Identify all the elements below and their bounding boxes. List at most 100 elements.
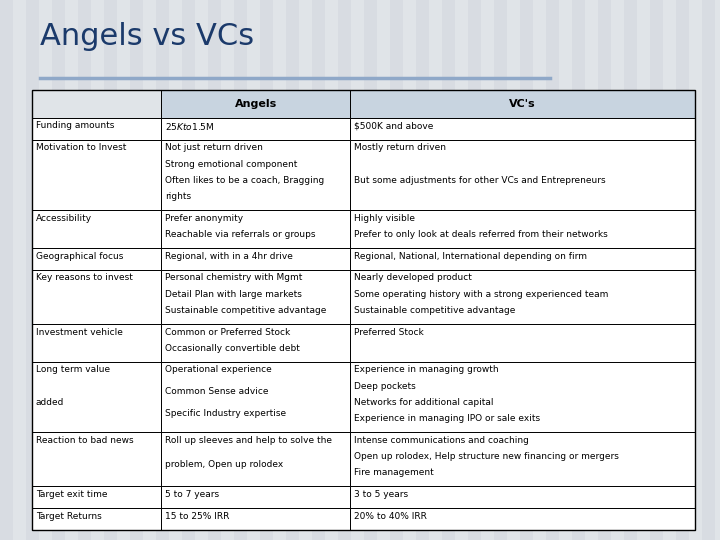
Bar [494,0,507,540]
Bar [32,362,161,432]
Bar [161,432,350,487]
Text: Fire management: Fire management [354,468,434,477]
Bar [104,0,117,540]
Text: Roll up sleeves and help to solve the: Roll up sleeves and help to solve the [166,436,333,445]
Text: Funding amounts: Funding amounts [36,122,114,131]
Text: Intense communications and coaching: Intense communications and coaching [354,436,529,445]
Bar [350,432,695,487]
Bar [350,210,695,248]
Bar [468,0,481,540]
Text: Motivation to Invest: Motivation to Invest [36,143,127,152]
Bar [161,270,350,324]
Bar [234,0,247,540]
Bar [702,0,715,540]
Bar [130,0,143,540]
Text: Highly visible: Highly visible [354,214,415,222]
Bar [442,0,455,540]
Text: Open up rolodex, Help structure new financing or mergers: Open up rolodex, Help structure new fina… [354,452,619,461]
Text: Common Sense advice: Common Sense advice [166,387,269,396]
Bar [364,0,377,540]
Bar [650,0,663,540]
Text: Key reasons to invest: Key reasons to invest [36,273,133,282]
Bar [350,508,695,530]
Text: Nearly developed product: Nearly developed product [354,273,472,282]
Bar [0,0,13,540]
Bar [32,270,161,324]
Text: Occasionally convertible debt: Occasionally convertible debt [166,344,300,353]
Bar [338,0,351,540]
Text: Networks for additional capital: Networks for additional capital [354,398,494,407]
Bar [161,90,350,118]
Bar [350,324,695,362]
Text: Preferred Stock: Preferred Stock [354,327,424,336]
Text: added: added [36,398,64,407]
Bar [182,0,195,540]
Text: rights: rights [166,192,192,201]
Text: Common or Preferred Stock: Common or Preferred Stock [166,327,291,336]
Text: 20% to 40% IRR: 20% to 40% IRR [354,512,427,521]
Text: 5 to 7 years: 5 to 7 years [166,490,220,499]
Text: Target exit time: Target exit time [36,490,107,499]
Text: $500K and above: $500K and above [354,122,433,131]
Bar [161,487,350,508]
Bar [161,140,350,210]
Text: Angels vs VCs: Angels vs VCs [40,22,254,51]
Text: Regional, with in a 4hr drive: Regional, with in a 4hr drive [166,252,293,261]
Bar [32,248,161,270]
Bar [350,140,695,210]
Bar [32,432,161,487]
Text: Experience in managing IPO or sale exits: Experience in managing IPO or sale exits [354,414,541,423]
Bar [32,487,161,508]
Text: Prefer to only look at deals referred from their networks: Prefer to only look at deals referred fr… [354,230,608,239]
Text: But some adjustments for other VCs and Entrepreneurs: But some adjustments for other VCs and E… [354,176,606,185]
Bar [161,248,350,270]
Bar [416,0,429,540]
Bar [350,90,695,118]
Text: Reachable via referrals or groups: Reachable via referrals or groups [166,230,316,239]
Text: Strong emotional component: Strong emotional component [166,159,297,168]
Bar [161,118,350,140]
Text: Some operating history with a strong experienced team: Some operating history with a strong exp… [354,289,608,299]
Text: Experience in managing growth: Experience in managing growth [354,366,499,374]
Bar [32,118,161,140]
Bar [156,0,169,540]
Text: $25K to $1.5M: $25K to $1.5M [166,122,215,132]
Text: Mostly return driven: Mostly return driven [354,143,446,152]
Text: Regional, National, International depending on firm: Regional, National, International depend… [354,252,588,261]
Bar [161,210,350,248]
Text: VC's: VC's [509,99,536,109]
Text: Personal chemistry with Mgmt: Personal chemistry with Mgmt [166,273,302,282]
Text: Detail Plan with large markets: Detail Plan with large markets [166,289,302,299]
Bar [161,324,350,362]
Text: Reaction to bad news: Reaction to bad news [36,436,134,445]
Text: Long term value: Long term value [36,366,110,374]
Bar [390,0,403,540]
Text: Specific Industry expertise: Specific Industry expertise [166,409,287,418]
Bar [572,0,585,540]
Bar [312,0,325,540]
Text: Often likes to be a coach, Bragging: Often likes to be a coach, Bragging [166,176,325,185]
Bar [32,140,161,210]
Text: Operational experience: Operational experience [166,366,272,374]
Bar [32,324,161,362]
Bar [546,0,559,540]
Text: Sustainable competitive advantage: Sustainable competitive advantage [354,306,516,315]
Text: Prefer anonymity: Prefer anonymity [166,214,243,222]
Text: Deep pockets: Deep pockets [354,382,416,391]
Bar [350,118,695,140]
Bar [350,248,695,270]
Bar [598,0,611,540]
Bar [26,0,39,540]
Bar [32,210,161,248]
Text: Sustainable competitive advantage: Sustainable competitive advantage [166,306,327,315]
Bar [161,362,350,432]
Bar [260,0,273,540]
Text: Not just return driven: Not just return driven [166,143,264,152]
Bar [52,0,65,540]
Bar [520,0,533,540]
Bar [350,270,695,324]
Text: Target Returns: Target Returns [36,512,102,521]
Bar [32,90,695,530]
Bar [208,0,221,540]
Bar [32,508,161,530]
